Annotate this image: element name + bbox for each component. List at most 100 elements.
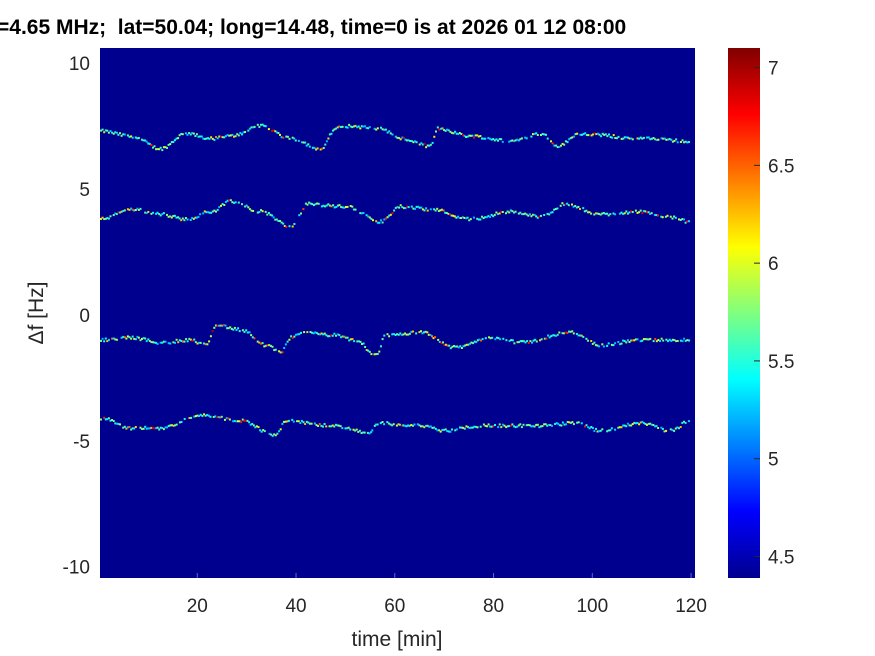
trace-point: [569, 137, 572, 140]
trace-point: [595, 427, 597, 430]
trace-point: [291, 418, 294, 421]
trace-point: [288, 338, 291, 341]
trace-point: [120, 336, 123, 339]
trace-point: [174, 424, 177, 427]
trace-point: [399, 204, 402, 207]
trace-point: [535, 423, 538, 426]
trace-point: [548, 336, 551, 339]
trace-point: [204, 414, 207, 417]
trace-point: [511, 210, 514, 213]
trace-point: [545, 133, 547, 136]
trace-point: [609, 429, 612, 432]
trace-point: [447, 129, 450, 132]
trace-point: [565, 423, 568, 426]
trace-point: [325, 204, 328, 207]
trace-point: [520, 137, 523, 140]
trace-point: [550, 140, 552, 143]
trace-point: [412, 330, 414, 333]
trace-point: [465, 217, 467, 220]
trace-point: [525, 137, 528, 140]
trace-point: [353, 340, 356, 343]
trace-point: [546, 137, 549, 140]
trace-point: [465, 425, 468, 428]
trace-point: [443, 428, 445, 431]
trace-point: [119, 211, 121, 214]
trace-point: [243, 330, 246, 333]
y-ticks: -10 -5 0 5 10: [63, 54, 90, 579]
trace-point: [415, 205, 418, 208]
trace-point: [203, 138, 206, 140]
trace-point: [394, 334, 397, 336]
trace-point: [568, 421, 571, 424]
trace-point: [391, 212, 394, 215]
trace-point: [438, 128, 441, 131]
trace-point: [481, 215, 483, 218]
trace-point: [639, 136, 642, 139]
trace-point: [241, 329, 244, 332]
trace-point: [383, 218, 386, 221]
trace-point: [529, 340, 532, 343]
trace-point: [630, 424, 633, 427]
trace-point: [558, 424, 561, 427]
trace-point: [344, 126, 347, 129]
trace-point: [681, 218, 684, 221]
trace-point: [264, 344, 267, 347]
trace-point: [551, 211, 554, 214]
trace-point: [120, 210, 123, 213]
trace-point: [564, 140, 567, 143]
trace-point: [335, 127, 337, 130]
trace-point: [133, 337, 136, 340]
trace-point: [487, 423, 490, 426]
trace-point: [508, 425, 511, 427]
trace-point: [402, 136, 405, 139]
trace-point: [607, 429, 610, 432]
trace-point: [189, 219, 192, 221]
trace-point: [240, 421, 243, 423]
trace-point: [560, 424, 563, 427]
trace-point: [484, 424, 487, 427]
trace-point: [177, 216, 180, 219]
trace-point: [661, 427, 664, 430]
trace-point: [451, 345, 454, 348]
trace-point: [636, 422, 639, 424]
trace-point: [482, 217, 485, 220]
x-tick-label: 120: [675, 596, 707, 617]
trace-point: [341, 125, 344, 128]
trace-point: [268, 432, 271, 435]
trace-point: [371, 429, 374, 432]
trace-point: [601, 428, 604, 431]
trace-point: [530, 215, 533, 218]
trace-point: [253, 125, 256, 128]
trace-point: [376, 353, 379, 355]
trace-point: [115, 213, 118, 215]
trace-point: [555, 422, 558, 425]
trace-point: [431, 335, 433, 338]
trace-point: [311, 203, 314, 206]
trace-point: [186, 340, 189, 343]
trace-point: [227, 327, 230, 330]
trace-point: [365, 349, 368, 351]
trace-marks: [100, 123, 690, 437]
trace-point: [293, 223, 296, 225]
trace-point: [298, 333, 301, 336]
trace-point: [399, 332, 402, 335]
trace-point: [327, 137, 330, 140]
trace-point: [209, 335, 212, 338]
trace-point: [248, 208, 251, 211]
trace-point: [683, 218, 685, 221]
trace-point: [280, 221, 283, 224]
trace-point: [119, 132, 121, 135]
trace-point: [434, 427, 437, 430]
trace-point: [674, 427, 677, 430]
trace-point: [662, 339, 665, 342]
trace-point: [625, 136, 628, 139]
trace-point: [215, 324, 217, 327]
trace-point: [650, 212, 653, 215]
trace-point: [352, 208, 355, 211]
trace-point: [367, 215, 370, 218]
trace-point: [309, 422, 311, 425]
trace-point: [363, 431, 366, 434]
trace-point: [322, 204, 325, 207]
trace-point: [328, 133, 331, 136]
trace-point: [347, 426, 350, 429]
